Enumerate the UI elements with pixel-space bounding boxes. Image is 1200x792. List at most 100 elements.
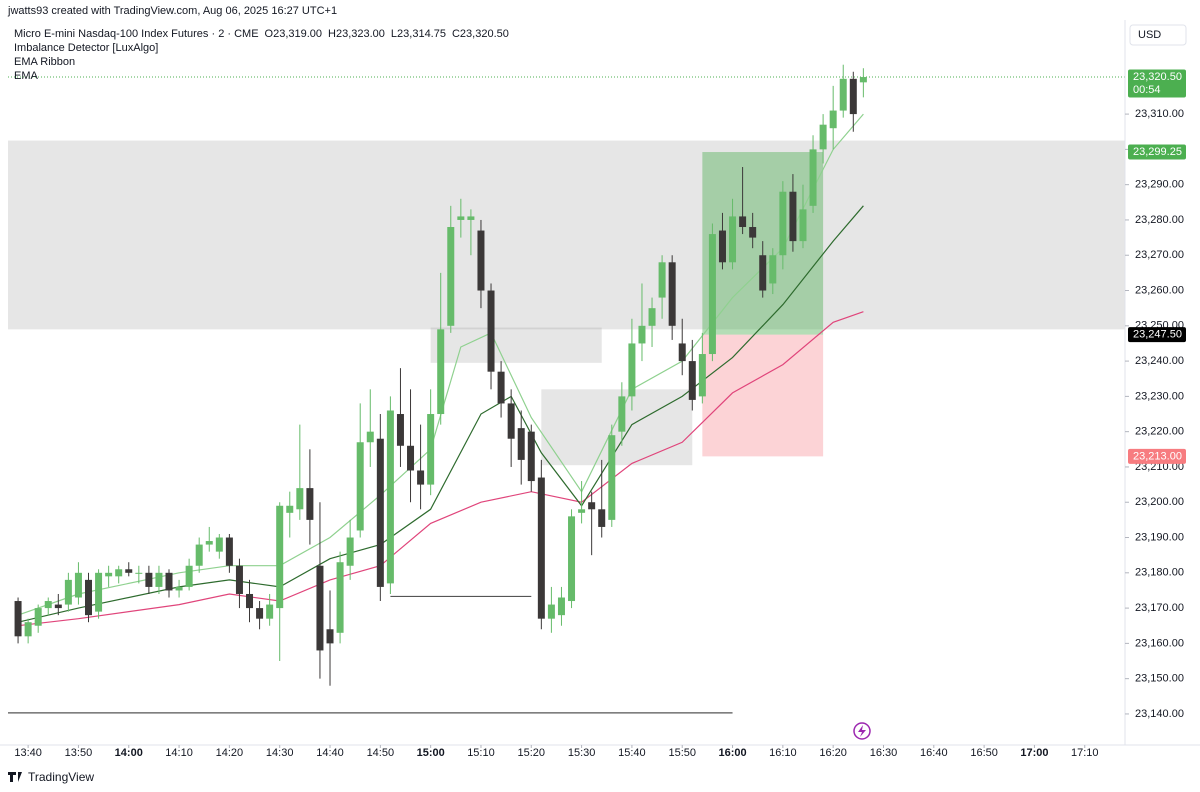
y-tick-label: 23,270.00	[1135, 249, 1184, 261]
currency[interactable]: USD	[1138, 29, 1161, 41]
plot	[14, 64, 867, 686]
x-tick-label: 17:10	[1071, 747, 1099, 759]
candle-body	[346, 537, 354, 566]
candle-body	[417, 470, 425, 485]
x-tick-label: 15:20	[518, 747, 546, 759]
candle-body	[859, 77, 867, 83]
x-tick-label: 14:10	[165, 747, 193, 759]
candle-body	[85, 579, 93, 616]
legend: Micro E-mini Nasdaq-100 Index Futures · …	[14, 28, 509, 40]
candle-body	[316, 565, 324, 651]
candle-body	[115, 569, 123, 577]
candle-body	[557, 597, 565, 616]
price-label: 23,247.50	[1133, 329, 1182, 341]
candle-body	[366, 431, 374, 443]
candle-body	[467, 216, 475, 220]
symbol: Micro E-mini Nasdaq-100 Index Futures · …	[14, 28, 259, 40]
alert-icon[interactable]	[858, 725, 866, 737]
candle-body	[688, 361, 696, 400]
candle-body	[105, 572, 113, 577]
candle-body	[336, 562, 344, 633]
y-tick-label: 23,150.00	[1135, 673, 1184, 685]
candle-body	[829, 110, 837, 129]
y-tick-label: 23,240.00	[1135, 355, 1184, 367]
x-tick-label: 16:50	[970, 747, 998, 759]
x-tick-label: 15:50	[668, 747, 696, 759]
candle-body	[34, 608, 42, 626]
candle-body	[819, 124, 827, 150]
ema-line	[17, 113, 864, 616]
candle-body	[215, 537, 223, 552]
candle-body	[648, 308, 656, 326]
x-tick-label: 16:30	[870, 747, 898, 759]
candle-body	[326, 629, 334, 644]
alert-icon[interactable]	[853, 722, 871, 740]
x-tick-label: 16:40	[920, 747, 948, 759]
x-tick-label: 13:40	[14, 747, 42, 759]
candle-body	[54, 604, 62, 609]
candle-body	[296, 488, 304, 510]
brand-logo	[8, 772, 22, 782]
y-tick-label: 23,160.00	[1135, 637, 1184, 649]
candle-body	[638, 325, 646, 344]
candle-body	[74, 572, 82, 598]
candle-body	[447, 227, 455, 326]
brand: TradingView	[28, 770, 94, 784]
candle-body	[849, 78, 857, 115]
y-tick-label: 23,190.00	[1135, 531, 1184, 543]
imbalance-band	[8, 140, 1125, 330]
zone	[541, 389, 693, 466]
candle-body	[95, 572, 103, 612]
ema-line	[17, 205, 864, 623]
candle-body	[578, 509, 586, 513]
x-tick-label: 14:40	[316, 747, 344, 759]
indicator-name: EMA	[14, 70, 39, 82]
candle-body	[396, 414, 404, 446]
candle-body	[306, 488, 314, 520]
candle-body	[64, 579, 72, 605]
candle-body	[799, 209, 807, 242]
candle-body	[145, 572, 153, 587]
zone	[430, 327, 602, 363]
candle-body	[437, 329, 445, 415]
credit: jwatts93 created with TradingView.com, A…	[7, 5, 337, 17]
candle-body	[568, 516, 576, 602]
y-tick-label: 23,290.00	[1135, 179, 1184, 191]
candle-body	[698, 354, 706, 397]
ema-line	[18, 311, 864, 627]
indicator-name: EMA Ribbon	[14, 56, 75, 68]
x-tick-label: 14:50	[367, 747, 395, 759]
candle-body	[205, 541, 213, 545]
candle-body	[598, 509, 606, 527]
candle-body	[618, 396, 626, 432]
candle-body	[668, 262, 676, 326]
y-tick-label: 23,310.00	[1135, 108, 1184, 120]
currency-box[interactable]	[1129, 24, 1187, 46]
candle-body	[789, 191, 797, 242]
y-tick-label: 23,260.00	[1135, 284, 1184, 296]
candle-body	[839, 78, 847, 111]
zone	[702, 334, 824, 457]
candle-body	[769, 255, 777, 284]
y-tick-label: 23,140.00	[1135, 708, 1184, 720]
x-tick-label: 15:40	[618, 747, 646, 759]
y-tick-label: 23,180.00	[1135, 567, 1184, 579]
candle-body	[376, 438, 384, 587]
y-tick-label: 23,200.00	[1135, 496, 1184, 508]
price-label: 23,299.25	[1133, 146, 1182, 158]
ohlc-value: O23,319.00	[265, 28, 323, 40]
x-tick-label: 15:30	[568, 747, 596, 759]
candle-body	[537, 477, 545, 619]
candle-body	[507, 403, 515, 439]
x-tick-label: 17:00	[1020, 747, 1048, 759]
candle-body	[759, 255, 767, 291]
y-tick-label: 23,220.00	[1135, 426, 1184, 438]
x-tick-label: 16:00	[718, 747, 746, 759]
candle-body	[497, 371, 505, 404]
candle-body	[195, 544, 203, 566]
y-tick-label: 23,170.00	[1135, 602, 1184, 614]
y-tick-label: 23,280.00	[1135, 214, 1184, 226]
candle-body	[407, 445, 415, 471]
x-tick-label: 13:50	[65, 747, 93, 759]
